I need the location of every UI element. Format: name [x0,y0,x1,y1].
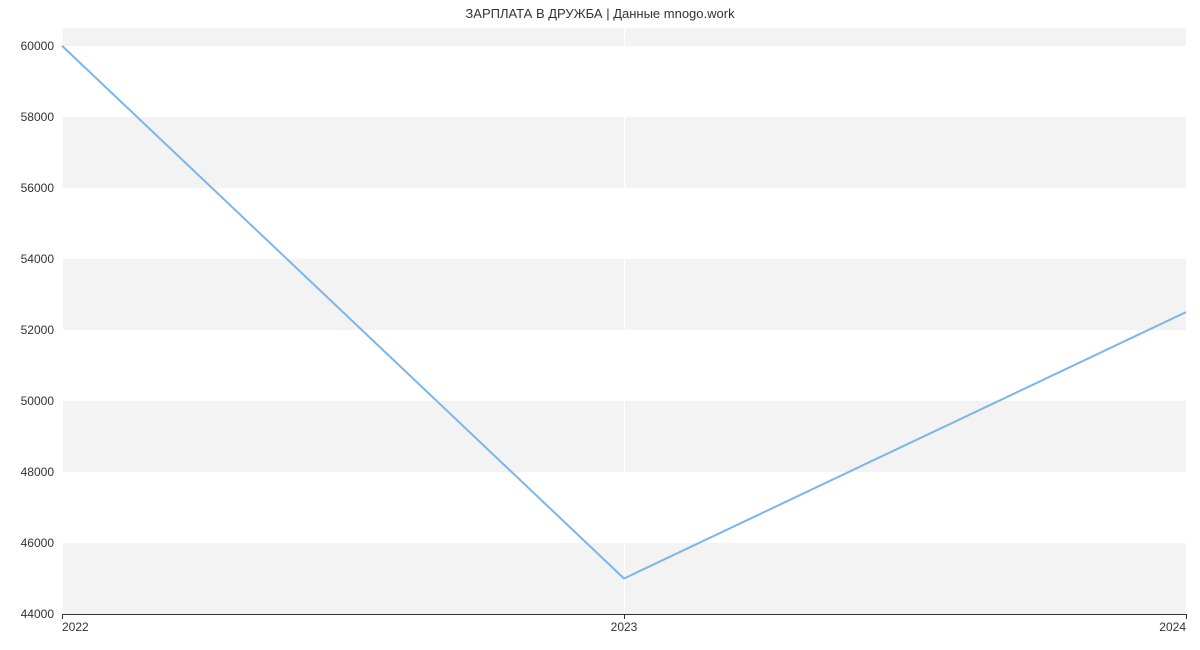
y-tick-label: 46000 [21,536,54,550]
salary-line-chart: ЗАРПЛАТА В ДРУЖБА | Данные mnogo.work 44… [0,0,1200,650]
y-tick-label: 52000 [21,323,54,337]
line-series-svg [62,28,1186,614]
y-tick-label: 48000 [21,465,54,479]
y-tick-label: 58000 [21,110,54,124]
x-tick-label: 2023 [611,620,638,634]
y-tick-label: 56000 [21,181,54,195]
y-tick-label: 44000 [21,607,54,621]
chart-title: ЗАРПЛАТА В ДРУЖБА | Данные mnogo.work [0,6,1200,21]
x-grid-line [1186,28,1187,614]
x-tick-mark [1186,614,1187,619]
x-tick-mark [624,614,625,619]
series-line-salary [62,46,1186,579]
y-tick-label: 50000 [21,394,54,408]
y-tick-label: 60000 [21,39,54,53]
plot-area: 4400046000480005000052000540005600058000… [62,28,1186,615]
x-tick-mark [62,614,63,619]
y-tick-label: 54000 [21,252,54,266]
x-tick-label: 2024 [1159,620,1186,634]
x-tick-label: 2022 [62,620,89,634]
